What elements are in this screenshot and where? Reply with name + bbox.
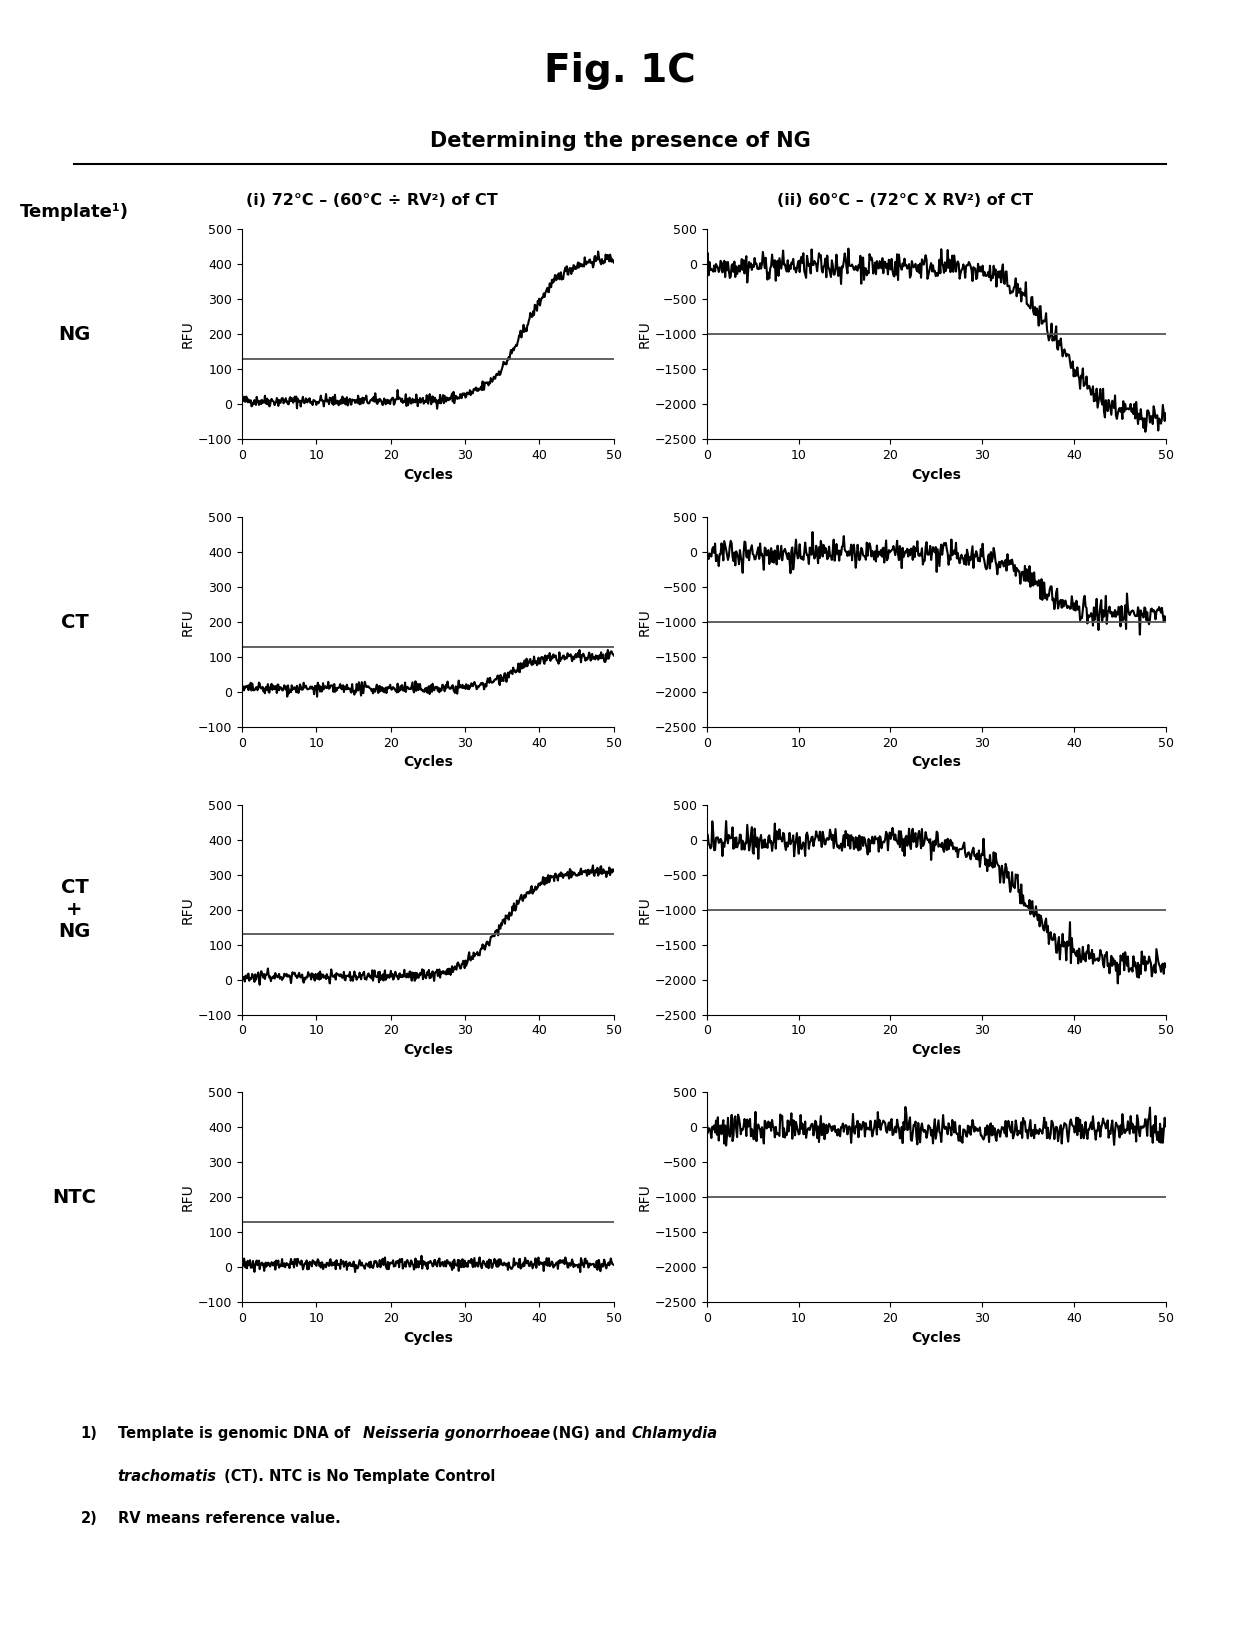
Text: Determining the presence of NG: Determining the presence of NG bbox=[429, 131, 811, 151]
Text: (ii) 60°C – (72°C X RV²) of CT: (ii) 60°C – (72°C X RV²) of CT bbox=[777, 193, 1033, 208]
X-axis label: Cycles: Cycles bbox=[403, 1042, 453, 1057]
Text: CT
+
NG: CT + NG bbox=[58, 879, 91, 941]
Text: Chlamydia: Chlamydia bbox=[631, 1426, 717, 1441]
Y-axis label: RFU: RFU bbox=[181, 897, 195, 924]
Y-axis label: RFU: RFU bbox=[637, 321, 652, 349]
Text: (i) 72°C – (60°C ÷ RV²) of CT: (i) 72°C – (60°C ÷ RV²) of CT bbox=[246, 193, 498, 208]
Text: Fig. 1C: Fig. 1C bbox=[544, 52, 696, 90]
Text: CT: CT bbox=[61, 613, 88, 631]
Text: (CT). NTC is No Template Control: (CT). NTC is No Template Control bbox=[219, 1469, 496, 1483]
X-axis label: Cycles: Cycles bbox=[911, 467, 961, 482]
Text: RV means reference value.: RV means reference value. bbox=[118, 1511, 341, 1526]
Text: NTC: NTC bbox=[52, 1188, 97, 1206]
Y-axis label: RFU: RFU bbox=[637, 608, 652, 636]
X-axis label: Cycles: Cycles bbox=[403, 756, 453, 769]
Text: Template is genomic DNA of: Template is genomic DNA of bbox=[118, 1426, 355, 1441]
X-axis label: Cycles: Cycles bbox=[911, 756, 961, 769]
Text: 2): 2) bbox=[81, 1511, 98, 1526]
Y-axis label: RFU: RFU bbox=[637, 1183, 652, 1211]
X-axis label: Cycles: Cycles bbox=[403, 1331, 453, 1344]
Text: Template¹): Template¹) bbox=[20, 203, 129, 221]
Y-axis label: RFU: RFU bbox=[181, 1183, 195, 1211]
X-axis label: Cycles: Cycles bbox=[911, 1331, 961, 1344]
X-axis label: Cycles: Cycles bbox=[403, 467, 453, 482]
Y-axis label: RFU: RFU bbox=[181, 321, 195, 349]
Text: NG: NG bbox=[58, 325, 91, 344]
Text: 1): 1) bbox=[81, 1426, 98, 1441]
X-axis label: Cycles: Cycles bbox=[911, 1042, 961, 1057]
Text: Neisseria gonorrhoeae: Neisseria gonorrhoeae bbox=[363, 1426, 551, 1441]
Text: trachomatis: trachomatis bbox=[118, 1469, 217, 1483]
Text: (NG) and: (NG) and bbox=[547, 1426, 631, 1441]
Y-axis label: RFU: RFU bbox=[181, 608, 195, 636]
Y-axis label: RFU: RFU bbox=[637, 897, 652, 924]
